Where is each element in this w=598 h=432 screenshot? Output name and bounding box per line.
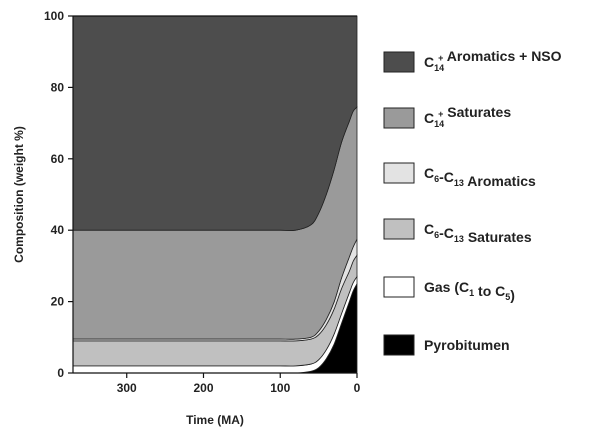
y-tick-label: 20: [51, 295, 65, 309]
legend-swatch-c6_sat: [383, 218, 415, 240]
x-tick-label: 200: [193, 381, 213, 395]
x-tick-label: 300: [117, 381, 137, 395]
legend-swatch-c14_sat: [383, 107, 415, 129]
x-tick-label: 0: [354, 381, 361, 395]
y-tick-label: 80: [51, 80, 65, 94]
y-tick-label: 100: [44, 9, 64, 23]
legend-swatch-gas: [383, 276, 415, 298]
y-tick-label: 60: [51, 152, 65, 166]
legend: C14+ Aromatics + NSO C14+ Saturates C6-C13…: [383, 48, 562, 356]
legend-swatch-pyro: [383, 334, 415, 356]
legend-label-c14_sat: C14+ Saturates: [424, 104, 511, 129]
legend-label-arom_nso: C14+ Aromatics + NSO: [424, 48, 562, 73]
axes: 0 20 40 60 80 100 300 200 100 0: [44, 9, 361, 395]
x-axis-title: Time (MA): [186, 413, 244, 427]
legend-label-gas: Gas (C1 to C5): [424, 279, 515, 303]
y-axis-title: Composition (weight %): [12, 126, 26, 263]
legend-label-c6_arom: C6-C13 Aromatics: [424, 165, 536, 189]
plot-area: [72, 15, 358, 374]
legend-label-pyro: Pyrobitumen: [424, 337, 510, 353]
legend-swatch-c6_arom: [383, 162, 415, 184]
y-tick-label: 40: [51, 223, 65, 237]
y-tick-label: 0: [57, 366, 64, 380]
legend-label-c6_sat: C6-C13 Saturates: [424, 221, 532, 245]
x-tick-label: 100: [270, 381, 290, 395]
area-c14-aromatics-nso: [72, 15, 358, 231]
legend-swatch-arom_nso: [383, 51, 415, 73]
